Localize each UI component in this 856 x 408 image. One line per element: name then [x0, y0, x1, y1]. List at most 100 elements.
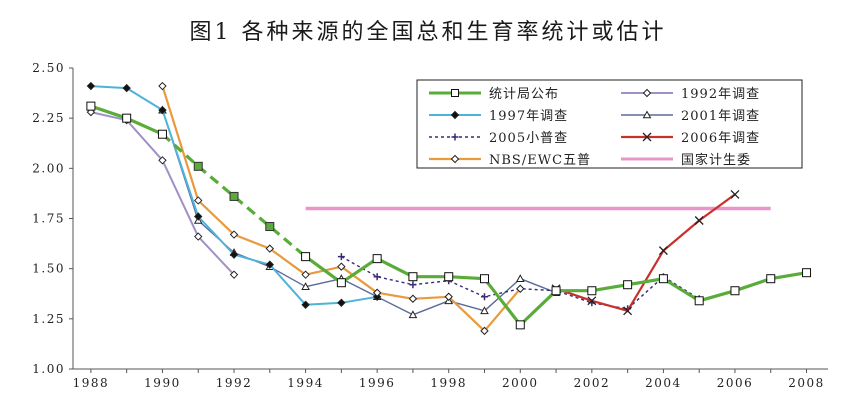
y-tick-label: 1.50: [32, 262, 65, 276]
data-point-marker: [587, 296, 597, 306]
data-point-marker: [451, 133, 459, 141]
data-point-marker: [480, 306, 489, 315]
legend-label: 统计局公布: [489, 87, 559, 102]
legend-entry: 1997年调查: [429, 109, 568, 124]
data-point-marker: [229, 230, 239, 239]
data-point-marker: [408, 272, 418, 282]
data-point-marker: [694, 216, 704, 225]
data-point-marker: [480, 293, 488, 301]
data-point-marker: [408, 294, 418, 303]
data-point-marker: [642, 132, 652, 142]
data-point-marker: [122, 83, 131, 93]
data-point-marker: [229, 270, 239, 279]
data-point-marker: [158, 105, 167, 115]
legend-label: 2005小普查: [489, 131, 568, 146]
data-point-marker: [194, 232, 203, 241]
data-point-marker: [450, 154, 460, 164]
legend-entry: 2006年调查: [621, 131, 760, 146]
legend-label: NBS/EWC五普: [489, 153, 591, 168]
data-point-marker: [158, 81, 167, 91]
legend-label: 国家计生委: [681, 152, 751, 168]
data-point-marker: [409, 281, 417, 289]
series-2-group: [86, 81, 382, 309]
data-point-marker: [194, 196, 203, 205]
legend-label: 1997年调查: [489, 109, 568, 124]
data-point-marker: [444, 272, 454, 282]
y-tick-label: 2.25: [32, 111, 65, 125]
series-line: [161, 133, 307, 258]
legend-entry: 2001年调查: [621, 109, 760, 124]
data-point-marker: [336, 278, 346, 288]
legend-entry: 2005小普查: [429, 131, 568, 146]
data-point-marker: [265, 260, 275, 269]
data-point-marker: [337, 298, 346, 307]
data-point-marker: [86, 81, 96, 91]
data-point-marker: [265, 244, 275, 253]
y-tick-label: 2.50: [32, 61, 65, 75]
data-point-marker: [623, 280, 633, 290]
data-point-marker: [515, 274, 525, 282]
data-point-marker: [408, 310, 418, 319]
data-point-marker: [623, 306, 633, 316]
legend-entry: 1992年调查: [621, 87, 759, 102]
data-point-marker: [802, 268, 812, 278]
data-point-marker: [157, 129, 167, 139]
y-tick-label: 1.00: [32, 362, 65, 376]
data-point-marker: [122, 113, 132, 123]
legend-label: 2001年调查: [681, 109, 760, 124]
data-point-marker: [450, 110, 460, 120]
data-point-marker: [301, 300, 310, 309]
y-tick-label: 2.00: [32, 161, 65, 175]
data-point-marker: [229, 191, 239, 201]
y-tick-label: 1.25: [32, 312, 65, 326]
data-point-marker: [730, 189, 740, 199]
x-tick-label: 2004: [645, 376, 682, 390]
data-point-marker: [337, 253, 345, 261]
data-point-marker: [229, 250, 239, 259]
x-tick-label: 2002: [574, 376, 611, 390]
data-point-marker: [516, 284, 525, 293]
data-point-marker: [551, 286, 561, 296]
legend-entry: 统计局公布: [429, 87, 559, 102]
data-point-marker: [658, 246, 668, 256]
data-point-marker: [587, 286, 597, 296]
data-point-marker: [515, 320, 525, 330]
data-point-marker: [337, 262, 346, 271]
data-point-marker: [372, 254, 382, 264]
legend-box: [416, 79, 803, 169]
legend-label: 2006年调查: [681, 131, 760, 146]
data-point-marker: [444, 292, 453, 301]
legend-entry: NBS/EWC五普: [429, 153, 591, 168]
data-point-marker: [372, 288, 382, 297]
data-point-marker: [480, 326, 489, 336]
data-point-marker: [265, 222, 275, 232]
series-0-group: [86, 101, 812, 330]
series-line: [555, 193, 736, 312]
x-tick-label: 1990: [144, 376, 181, 390]
data-point-marker: [301, 282, 310, 291]
data-point-marker: [694, 296, 704, 306]
data-point-marker: [373, 273, 381, 281]
data-point-marker: [479, 274, 489, 284]
data-point-marker: [301, 252, 311, 262]
data-point-marker: [658, 274, 668, 284]
x-tick-label: 1992: [216, 376, 253, 390]
data-point-marker: [766, 274, 776, 284]
data-point-marker: [86, 101, 96, 111]
data-point-marker: [194, 212, 203, 221]
x-tick-label: 1998: [430, 376, 467, 390]
y-tick-label: 1.75: [32, 212, 65, 226]
data-point-marker: [730, 286, 740, 296]
legend-entry: 国家计生委: [621, 152, 751, 168]
x-tick-label: 2000: [502, 376, 539, 390]
series-6-group: [158, 81, 525, 336]
x-tick-label: 1994: [287, 376, 324, 390]
x-tick-label: 1988: [73, 376, 110, 390]
data-point-marker: [642, 88, 652, 98]
data-point-marker: [193, 161, 203, 171]
data-point-marker: [158, 156, 167, 165]
data-point-marker: [642, 110, 652, 119]
x-tick-label: 2008: [788, 376, 825, 390]
data-point-marker: [301, 270, 310, 279]
